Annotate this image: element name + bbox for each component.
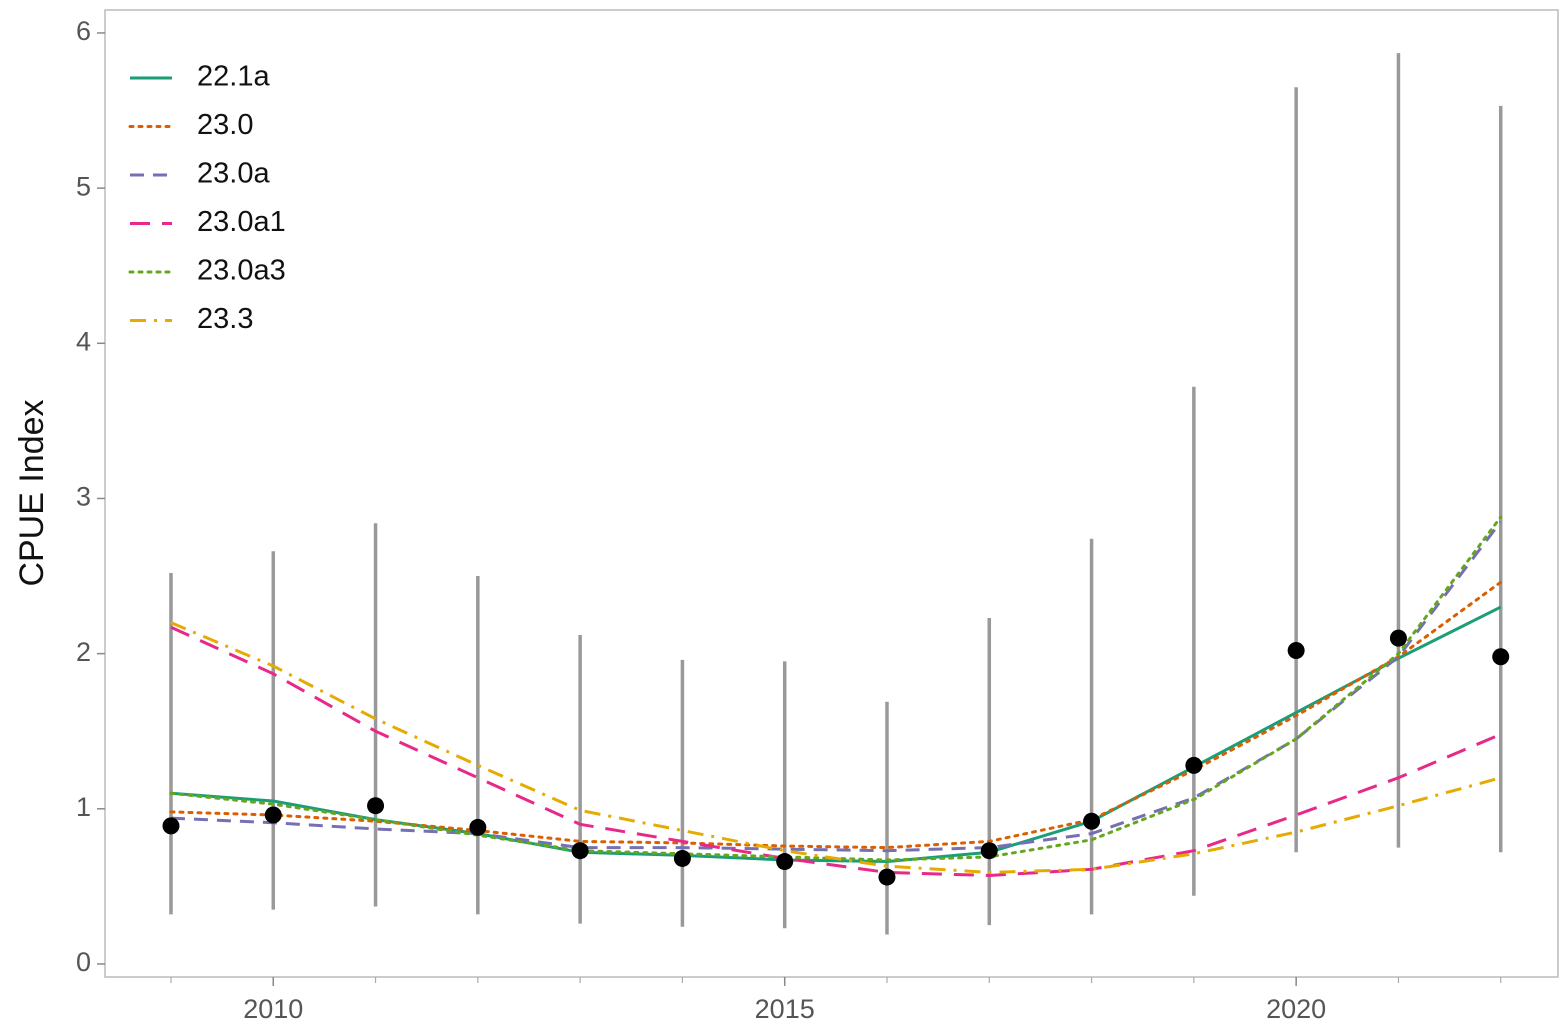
y-tick-label: 0	[76, 947, 91, 977]
observed-point	[367, 797, 385, 815]
x-tick-label: 2010	[243, 994, 303, 1024]
observed-point	[571, 842, 589, 860]
y-tick-label: 6	[76, 16, 91, 46]
panel-border	[104, 9, 1559, 978]
legend-label: 23.3	[197, 303, 253, 335]
legend-label: 23.0	[197, 109, 253, 141]
y-tick-label: 4	[76, 326, 91, 356]
x-tick-label: 2020	[1266, 994, 1326, 1024]
observed-point	[469, 818, 487, 836]
legend-label: 22.1a	[197, 61, 270, 93]
observed-point	[980, 842, 998, 860]
y-axis-title: CPUE Index	[13, 399, 51, 586]
observed-point	[673, 849, 691, 867]
series-line	[169, 580, 1503, 850]
series-line	[170, 625, 1502, 878]
observed-point	[264, 806, 282, 824]
series-line	[170, 621, 1502, 874]
observed-point	[1287, 642, 1305, 660]
legend-label: 23.0a	[197, 158, 270, 190]
observed-point	[878, 868, 896, 886]
y-tick-label: 5	[76, 171, 91, 201]
y-tick-label: 1	[76, 792, 91, 822]
y-tick-label: 3	[76, 482, 91, 512]
observed-point	[1389, 629, 1407, 647]
y-tick-label: 2	[76, 637, 91, 667]
observed-point	[1083, 812, 1101, 830]
observed-point	[162, 817, 180, 835]
observed-point	[776, 853, 794, 871]
observed-point	[1492, 648, 1510, 666]
legend-label: 23.0a3	[197, 255, 286, 287]
observed-point	[1185, 756, 1203, 774]
x-tick-label: 2015	[755, 994, 815, 1024]
legend-label: 23.0a1	[197, 206, 286, 238]
